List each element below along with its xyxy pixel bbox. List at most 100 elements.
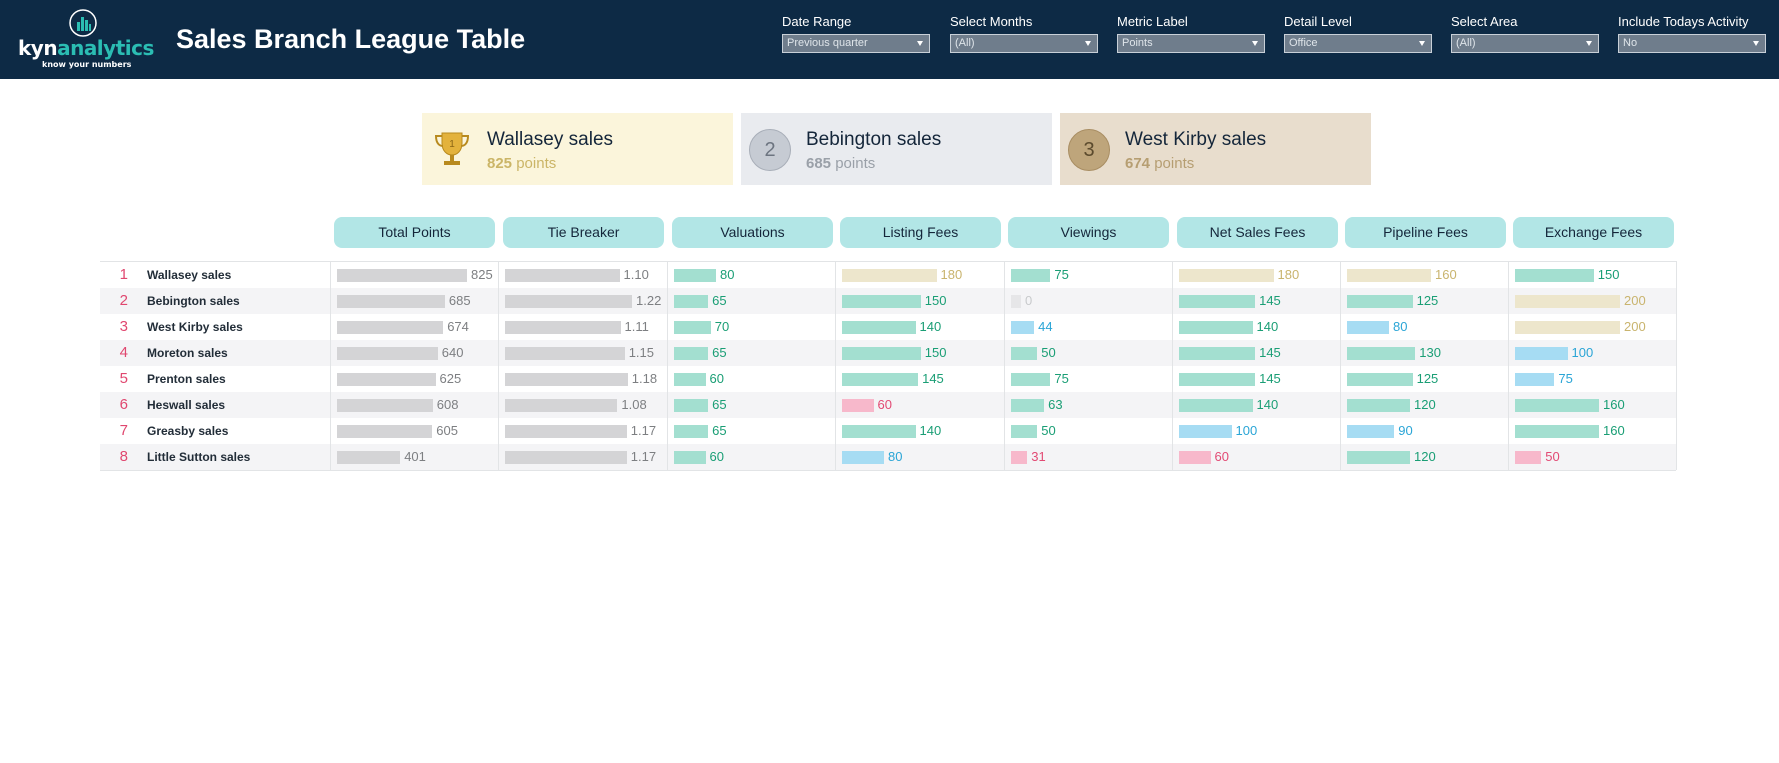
column-header-listing-fees[interactable]: Listing Fees bbox=[840, 217, 1001, 248]
viewings-cell[interactable]: 75 bbox=[1004, 262, 1169, 288]
exchange-fees-cell[interactable]: 50 bbox=[1508, 444, 1673, 470]
pipeline-fees-cell[interactable]: 120 bbox=[1340, 444, 1505, 470]
first-place-points: 825 points bbox=[487, 155, 557, 172]
net-sales-fees-cell[interactable]: 145 bbox=[1172, 340, 1337, 366]
tie-breaker-cell[interactable]: 1.11 bbox=[498, 314, 663, 340]
column-header-net-sales-fees[interactable]: Net Sales Fees bbox=[1177, 217, 1338, 248]
tie-breaker-cell[interactable]: 1.18 bbox=[498, 366, 663, 392]
tie-breaker-cell[interactable]: 1.08 bbox=[498, 392, 663, 418]
tie-breaker-bar bbox=[505, 373, 628, 386]
listing-fees-bar bbox=[842, 295, 921, 308]
date-range-dropdown[interactable]: Previous quarter bbox=[782, 34, 930, 53]
pipeline-fees-cell[interactable]: 125 bbox=[1340, 288, 1505, 314]
valuations-cell[interactable]: 80 bbox=[667, 262, 832, 288]
pipeline-fees-cell[interactable]: 125 bbox=[1340, 366, 1505, 392]
listing-fees-cell[interactable]: 80 bbox=[835, 444, 1000, 470]
valuations-cell[interactable]: 65 bbox=[667, 340, 832, 366]
valuations-cell[interactable]: 65 bbox=[667, 418, 832, 444]
pipeline-fees-cell[interactable]: 90 bbox=[1340, 418, 1505, 444]
valuations-cell[interactable]: 60 bbox=[667, 444, 832, 470]
tie-breaker-cell[interactable]: 1.22 bbox=[498, 288, 663, 314]
listing-fees-cell[interactable]: 140 bbox=[835, 314, 1000, 340]
column-header-exchange-fees[interactable]: Exchange Fees bbox=[1513, 217, 1674, 248]
valuations-bar bbox=[674, 347, 709, 360]
viewings-cell[interactable]: 50 bbox=[1004, 418, 1169, 444]
valuations-cell[interactable]: 70 bbox=[667, 314, 832, 340]
total-points-cell[interactable]: 825 bbox=[330, 262, 495, 288]
net-sales-fees-cell[interactable]: 145 bbox=[1172, 288, 1337, 314]
net-sales-fees-cell[interactable]: 145 bbox=[1172, 366, 1337, 392]
column-header-viewings[interactable]: Viewings bbox=[1008, 217, 1169, 248]
viewings-cell[interactable]: 31 bbox=[1004, 444, 1169, 470]
net-sales-fees-cell[interactable]: 140 bbox=[1172, 314, 1337, 340]
total-points-cell[interactable]: 605 bbox=[330, 418, 495, 444]
table-row[interactable]: 3 West Kirby sales 674 1.11 70 140 44 140 80 200 bbox=[100, 314, 1676, 340]
page-title: Sales Branch League Table bbox=[176, 24, 526, 54]
tie-breaker-cell[interactable]: 1.15 bbox=[498, 340, 663, 366]
valuations-cell[interactable]: 65 bbox=[667, 288, 832, 314]
tie-breaker-cell[interactable]: 1.17 bbox=[498, 418, 663, 444]
pipeline-fees-cell[interactable]: 120 bbox=[1340, 392, 1505, 418]
listing-fees-cell[interactable]: 150 bbox=[835, 288, 1000, 314]
exchange-fees-cell[interactable]: 160 bbox=[1508, 392, 1673, 418]
table-row[interactable]: 7 Greasby sales 605 1.17 65 140 50 100 90 160 bbox=[100, 418, 1676, 444]
tie-breaker-value: 1.22 bbox=[636, 293, 662, 308]
valuations-cell[interactable]: 65 bbox=[667, 392, 832, 418]
listing-fees-cell[interactable]: 145 bbox=[835, 366, 1000, 392]
metric-label-dropdown[interactable]: Points bbox=[1117, 34, 1265, 53]
net-sales-fees-cell[interactable]: 60 bbox=[1172, 444, 1337, 470]
pipeline-fees-cell[interactable]: 160 bbox=[1340, 262, 1505, 288]
table-row[interactable]: 2 Bebington sales 685 1.22 65 150 0 145 125 200 bbox=[100, 288, 1676, 314]
exchange-fees-bar bbox=[1515, 295, 1620, 308]
column-header-valuations[interactable]: Valuations bbox=[672, 217, 833, 248]
total-points-value: 625 bbox=[439, 371, 462, 386]
viewings-cell[interactable]: 0 bbox=[1004, 288, 1169, 314]
viewings-cell[interactable]: 63 bbox=[1004, 392, 1169, 418]
total-points-cell[interactable]: 640 bbox=[330, 340, 495, 366]
tie-breaker-cell[interactable]: 1.17 bbox=[498, 444, 663, 470]
listing-fees-cell[interactable]: 140 bbox=[835, 418, 1000, 444]
net-sales-fees-bar bbox=[1179, 295, 1256, 308]
column-header-tie-breaker[interactable]: Tie Breaker bbox=[503, 217, 664, 248]
total-points-cell[interactable]: 401 bbox=[330, 444, 495, 470]
total-points-cell[interactable]: 685 bbox=[330, 288, 495, 314]
net-sales-fees-cell[interactable]: 100 bbox=[1172, 418, 1337, 444]
column-header-total-points[interactable]: Total Points bbox=[334, 217, 495, 248]
exchange-fees-cell[interactable]: 100 bbox=[1508, 340, 1673, 366]
net-sales-fees-value: 100 bbox=[1235, 423, 1258, 438]
total-points-cell[interactable]: 608 bbox=[330, 392, 495, 418]
total-points-cell[interactable]: 625 bbox=[330, 366, 495, 392]
exchange-fees-cell[interactable]: 150 bbox=[1508, 262, 1673, 288]
net-sales-fees-cell[interactable]: 180 bbox=[1172, 262, 1337, 288]
total-points-bar bbox=[337, 451, 401, 464]
table-row[interactable]: 4 Moreton sales 640 1.15 65 150 50 145 130 100 bbox=[100, 340, 1676, 366]
exchange-fees-cell[interactable]: 160 bbox=[1508, 418, 1673, 444]
table-row[interactable]: 8 Little Sutton sales 401 1.17 60 80 31 60 120 50 bbox=[100, 444, 1676, 470]
exchange-fees-cell[interactable]: 75 bbox=[1508, 366, 1673, 392]
detail-level-dropdown[interactable]: Office bbox=[1284, 34, 1432, 53]
viewings-cell[interactable]: 44 bbox=[1004, 314, 1169, 340]
pipeline-fees-cell[interactable]: 130 bbox=[1340, 340, 1505, 366]
viewings-cell[interactable]: 50 bbox=[1004, 340, 1169, 366]
valuations-cell[interactable]: 60 bbox=[667, 366, 832, 392]
viewings-cell[interactable]: 75 bbox=[1004, 366, 1169, 392]
select-months-dropdown[interactable]: (All) bbox=[950, 34, 1098, 53]
table-row[interactable]: 1 Wallasey sales 825 1.10 80 180 75 180 160 150 bbox=[100, 262, 1676, 288]
total-points-cell[interactable]: 674 bbox=[330, 314, 495, 340]
listing-fees-cell[interactable]: 150 bbox=[835, 340, 1000, 366]
net-sales-fees-cell[interactable]: 140 bbox=[1172, 392, 1337, 418]
bronze-medal-icon: 3 bbox=[1068, 129, 1110, 171]
table-row[interactable]: 5 Prenton sales 625 1.18 60 145 75 145 125 75 bbox=[100, 366, 1676, 392]
exchange-fees-cell[interactable]: 200 bbox=[1508, 288, 1673, 314]
select-area-dropdown[interactable]: (All) bbox=[1451, 34, 1599, 53]
pipeline-fees-cell[interactable]: 80 bbox=[1340, 314, 1505, 340]
rank-number: 6 bbox=[119, 396, 128, 413]
table-row[interactable]: 6 Heswall sales 608 1.08 65 60 63 140 120 160 bbox=[100, 392, 1676, 418]
filter-label: Include Todays Activity bbox=[1618, 14, 1749, 29]
listing-fees-cell[interactable]: 60 bbox=[835, 392, 1000, 418]
column-header-pipeline-fees[interactable]: Pipeline Fees bbox=[1345, 217, 1506, 248]
include-todays-activity-dropdown[interactable]: No bbox=[1618, 34, 1766, 53]
tie-breaker-cell[interactable]: 1.10 bbox=[498, 262, 663, 288]
exchange-fees-cell[interactable]: 200 bbox=[1508, 314, 1673, 340]
listing-fees-cell[interactable]: 180 bbox=[835, 262, 1000, 288]
